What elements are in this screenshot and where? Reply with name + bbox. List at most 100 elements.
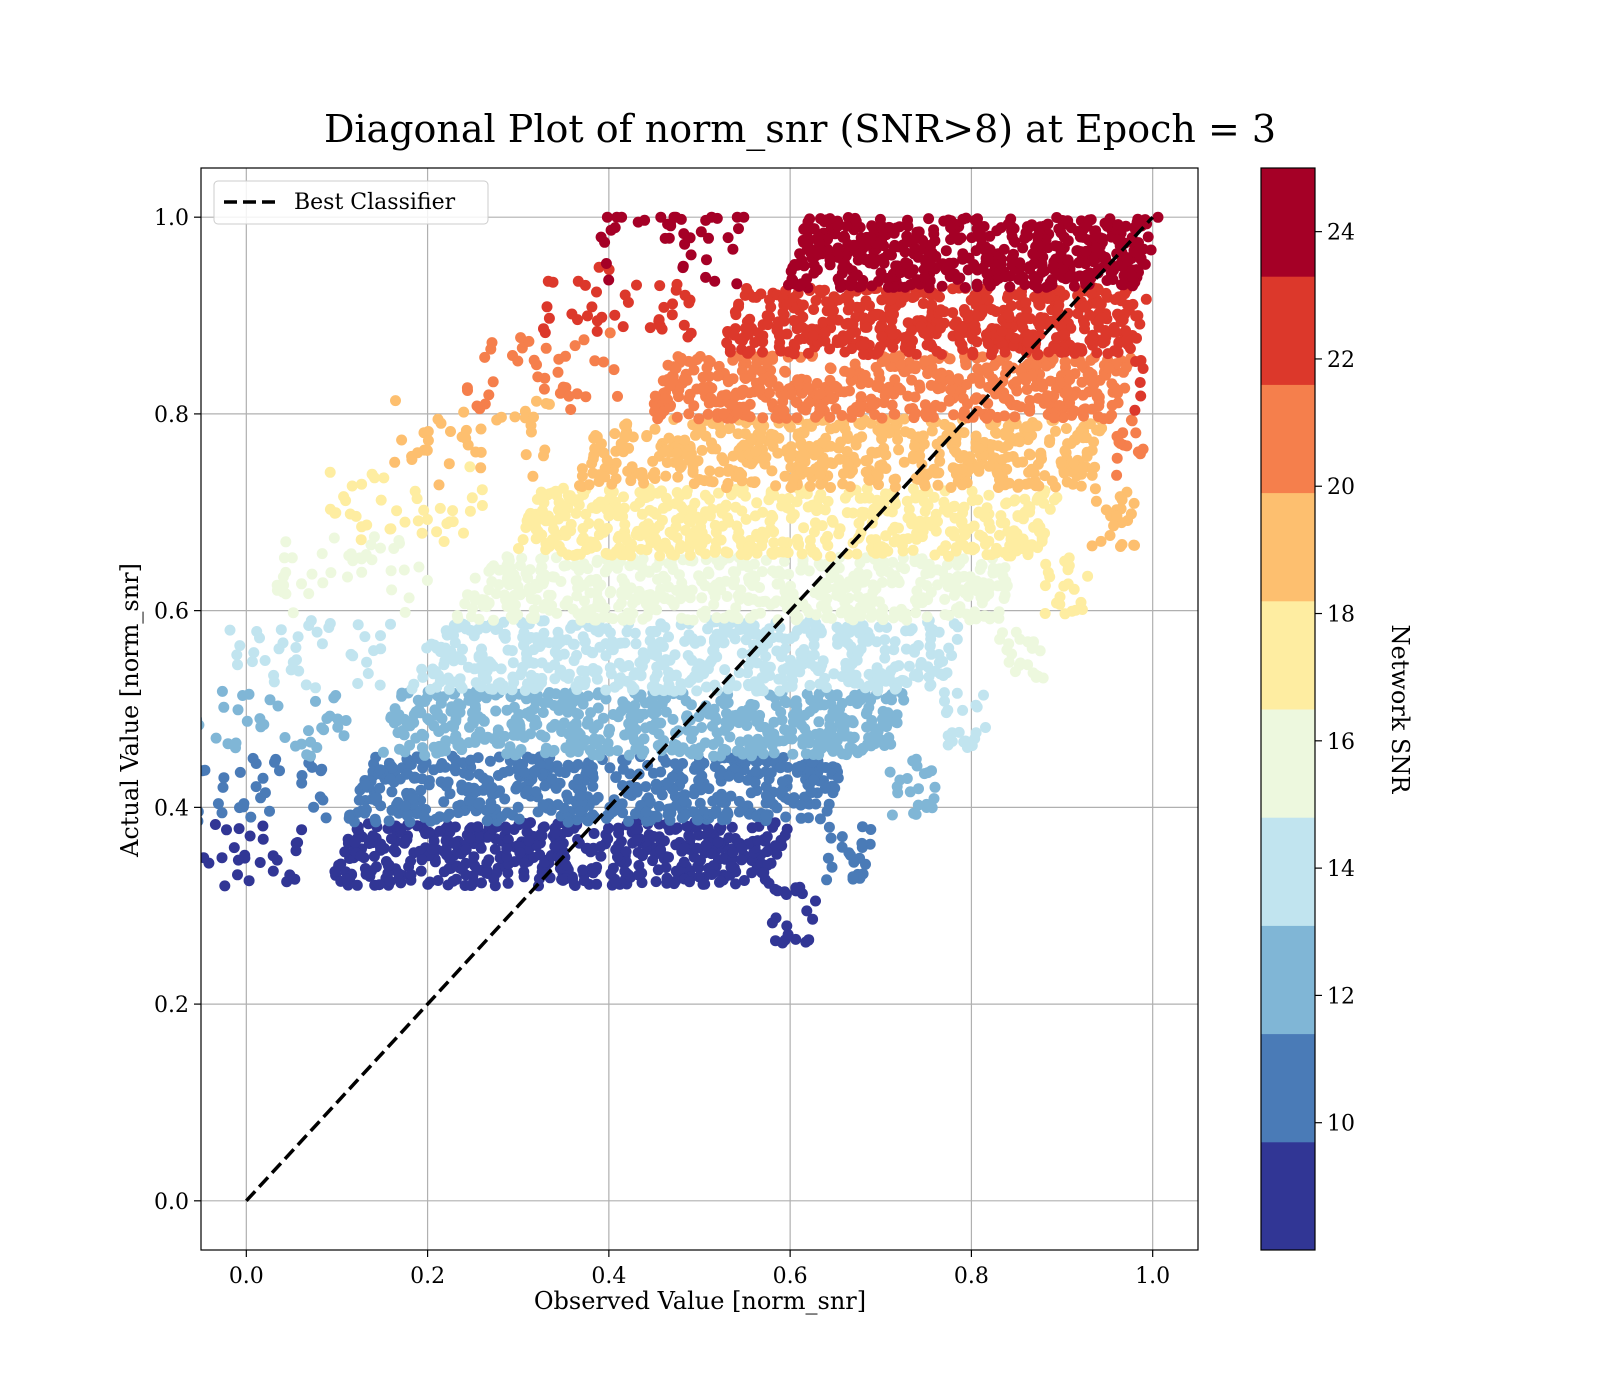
scatter-point	[406, 793, 418, 805]
scatter-point	[201, 806, 204, 817]
scatter-point	[624, 614, 636, 626]
scatter-point	[678, 856, 690, 868]
scatter-point	[915, 657, 927, 668]
scatter-point	[926, 765, 937, 777]
scatter-point	[782, 929, 794, 940]
scatter-point	[233, 823, 245, 835]
scatter-point	[258, 719, 270, 730]
scatter-point	[981, 502, 993, 514]
scatter-point	[416, 527, 428, 539]
scatter-point	[586, 604, 598, 616]
scatter-point	[663, 851, 674, 863]
scatter-point	[368, 850, 380, 862]
scatter-point	[784, 633, 796, 645]
scatter-point	[865, 824, 877, 835]
scatter-point	[916, 531, 928, 543]
scatter-point	[568, 719, 580, 731]
scatter-point	[1111, 469, 1123, 481]
scatter-point	[527, 470, 539, 482]
scatter-point	[767, 565, 779, 577]
scatter-point	[764, 377, 776, 389]
scatter-point	[695, 521, 707, 533]
scatter-point	[649, 524, 661, 536]
scatter-point	[490, 705, 502, 717]
scatter-point	[375, 630, 386, 642]
scatter-point	[863, 474, 875, 486]
scatter-point	[443, 458, 455, 470]
scatter-point	[467, 602, 478, 614]
scatter-point	[390, 846, 402, 858]
scatter-point	[894, 774, 906, 786]
scatter-point	[232, 659, 243, 671]
scatter-point	[781, 502, 793, 514]
scatter-point	[740, 373, 752, 384]
scatter-point	[564, 702, 576, 714]
scatter-point	[678, 795, 690, 807]
scatter-point	[647, 855, 659, 867]
scatter-point	[907, 544, 919, 556]
scatter-point	[781, 920, 793, 932]
scatter-point	[1126, 415, 1138, 427]
scatter-point	[267, 865, 279, 877]
scatter-point	[847, 873, 859, 885]
scatter-point	[432, 875, 444, 886]
scatter-point	[447, 505, 459, 517]
scatter-point	[687, 465, 699, 477]
scatter-point	[463, 769, 475, 781]
scatter-point	[515, 744, 527, 755]
scatter-point	[448, 837, 460, 849]
scatter-point	[948, 530, 960, 542]
scatter-point	[825, 363, 837, 375]
scatter-point	[909, 440, 921, 452]
scatter-point	[808, 749, 820, 760]
scatter-point	[743, 541, 755, 553]
scatter-point	[303, 588, 315, 600]
scatter-point	[831, 690, 842, 702]
chart-title: Diagonal Plot of norm_snr (SNR>8) at Epo…	[324, 107, 1276, 152]
scatter-point	[886, 506, 898, 518]
scatter-point	[1104, 530, 1116, 541]
scatter-point	[216, 807, 228, 819]
scatter-point	[856, 576, 868, 588]
scatter-point	[1042, 566, 1054, 578]
scatter-point	[576, 665, 588, 677]
scatter-point	[612, 390, 623, 402]
scatter-point	[595, 850, 607, 862]
scatter-point	[641, 544, 653, 556]
scatter-point	[779, 365, 791, 377]
scatter-point	[863, 668, 875, 680]
scatter-point	[750, 445, 762, 457]
scatter-point	[640, 781, 652, 793]
scatter-point	[702, 408, 714, 420]
scatter-point	[804, 679, 816, 691]
scatter-point	[945, 384, 956, 395]
scatter-point	[785, 580, 796, 592]
scatter-point	[682, 650, 694, 661]
scatter-point	[588, 828, 600, 839]
scatter-point	[287, 607, 299, 619]
scatter-point	[1091, 388, 1103, 400]
scatter-point	[465, 754, 477, 766]
scatter-point	[485, 658, 497, 669]
scatter-point	[1075, 480, 1087, 492]
scatter-point	[1096, 422, 1108, 434]
scatter-point	[280, 566, 292, 578]
scatter-point	[889, 636, 901, 648]
scatter-point	[736, 469, 748, 480]
scatter-point	[442, 820, 454, 832]
scatter-point	[423, 826, 435, 838]
scatter-point	[724, 422, 736, 434]
scatter-point	[528, 411, 539, 423]
scatter-point	[344, 508, 356, 520]
scatter-point	[356, 566, 368, 578]
scatter-point	[481, 815, 493, 827]
scatter-point	[325, 567, 337, 579]
scatter-point	[746, 433, 758, 445]
scatter-point	[662, 777, 674, 789]
scatter-point	[472, 798, 484, 810]
scatter-point	[691, 842, 703, 854]
scatter-point	[655, 541, 667, 553]
scatter-point	[608, 364, 620, 376]
scatter-point	[803, 934, 814, 946]
